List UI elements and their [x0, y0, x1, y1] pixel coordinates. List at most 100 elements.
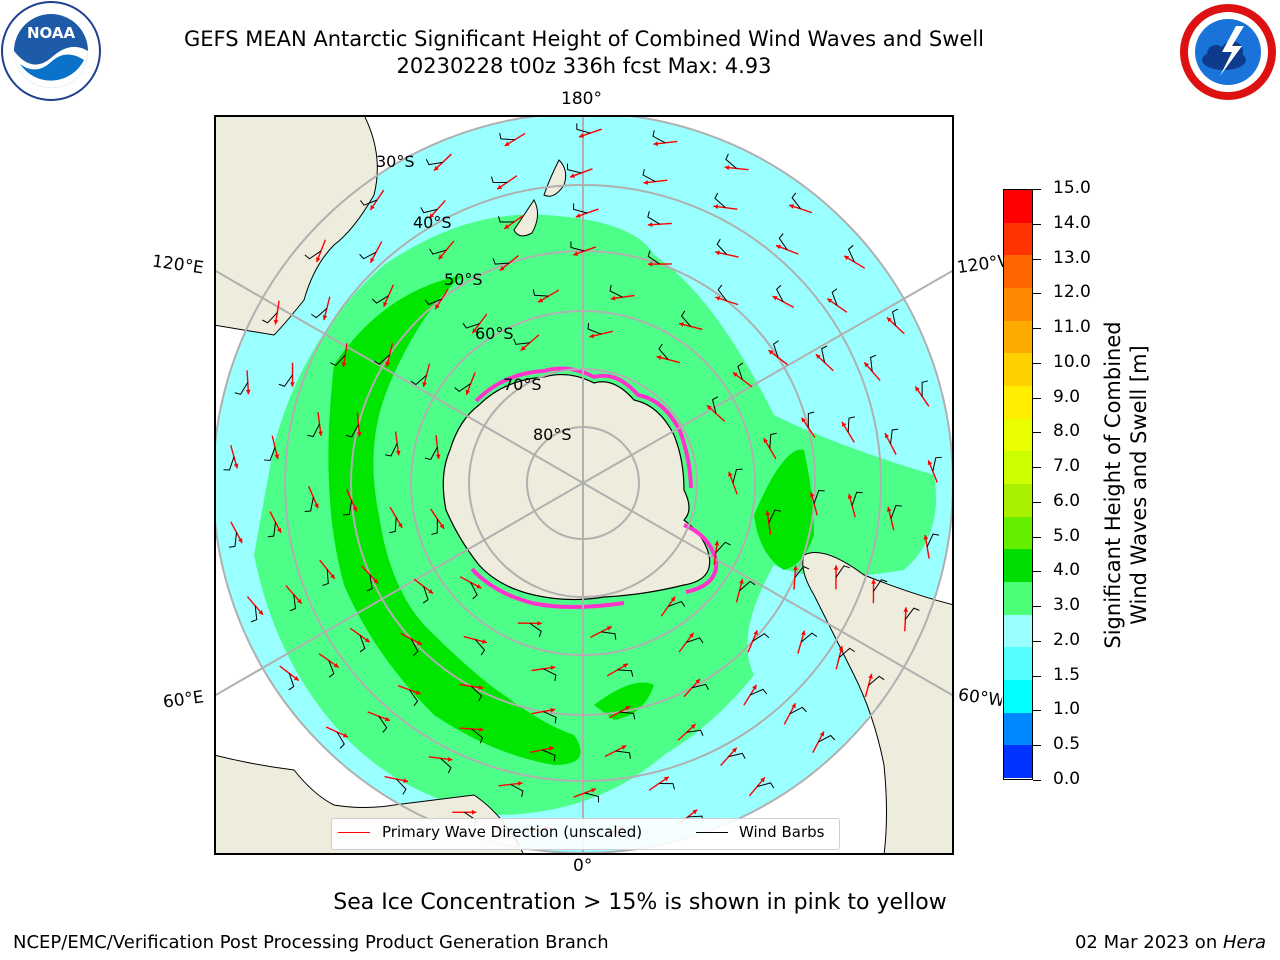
- wind-barb: [498, 216, 515, 223]
- wind-barb: [424, 298, 442, 306]
- wind-barb: [541, 749, 556, 762]
- wave-arrow-head: [847, 493, 853, 499]
- wind-barb: [732, 468, 743, 484]
- wind-barb: [422, 586, 429, 604]
- footer-date-text: 02 Mar 2023 on: [1074, 932, 1223, 953]
- wave-arrow-head: [429, 213, 435, 219]
- wave-arrow-head: [731, 747, 737, 753]
- colorbar-tick: [1033, 223, 1041, 225]
- wave-arrow-head: [465, 389, 471, 395]
- wind-barb: [668, 600, 686, 607]
- wind-barb: [609, 284, 623, 298]
- wave-arrow-head: [915, 386, 920, 392]
- wind-barb: [715, 541, 731, 554]
- wave-arrow-head: [471, 809, 477, 815]
- colorbar-segment: [1004, 353, 1032, 386]
- wind-barb: [470, 685, 483, 702]
- wind-barb: [658, 783, 676, 790]
- wave-arrow-head: [428, 589, 434, 594]
- colorbar-segment: [1004, 712, 1032, 746]
- wave-arrow-head: [478, 685, 484, 690]
- lat-label-50s: 50°S: [444, 270, 483, 289]
- wave-arrow-head: [819, 731, 825, 737]
- lon-label-60e: 60°E: [161, 687, 206, 713]
- colorbar-tick: [1033, 745, 1041, 747]
- wind-barb: [307, 423, 320, 438]
- wave-arrow-head: [706, 405, 712, 410]
- wind-barb: [728, 752, 746, 759]
- legend-wave-direction-label: Primary Wave Direction (unscaled): [382, 823, 643, 841]
- chart-title: GEFS MEAN Antarctic Significant Height o…: [183, 27, 985, 51]
- wind-barb: [921, 380, 929, 397]
- wind-barb: [868, 675, 885, 686]
- wave-arrow-head: [714, 540, 720, 546]
- wave-arrow-head: [791, 703, 796, 709]
- colorbar-segment: [1004, 647, 1032, 680]
- wind-barb: [658, 343, 669, 360]
- colorbar-tick-label: 0.5: [1053, 734, 1081, 755]
- colorbar-tick-label: 12.0: [1053, 282, 1091, 303]
- colorbar-tick: [1033, 432, 1041, 434]
- wind-barb: [470, 582, 478, 600]
- wind-barb: [652, 130, 666, 144]
- lat-label-60s: 60°S: [475, 324, 514, 343]
- colorbar-tick-label: 7.0: [1053, 456, 1081, 477]
- colorbar-tick-label: 1.5: [1053, 664, 1081, 685]
- colorbar-tick-label: 1.0: [1053, 699, 1081, 720]
- wave-arrow-head: [886, 317, 892, 323]
- wind-barb: [932, 456, 942, 472]
- wave-arrow-head: [364, 637, 370, 643]
- wave-arrow-head: [760, 777, 765, 783]
- wave-arrow-head: [290, 382, 295, 387]
- wind-barb: [440, 757, 452, 774]
- wind-barb: [304, 250, 322, 260]
- wind-barb: [228, 532, 238, 548]
- wave-arrow-head: [370, 257, 375, 263]
- wave-arrow-head: [538, 297, 544, 303]
- wind-barb: [289, 594, 296, 612]
- wave-arrow-head: [689, 632, 694, 638]
- colorbar-tick: [1033, 467, 1041, 469]
- wind-barb: [395, 778, 407, 795]
- chart-subtitle-run: 20230228 t00z 336h fcst Max: 4.93: [396, 54, 772, 78]
- wind-barb: [513, 338, 530, 345]
- wind-barb: [851, 491, 863, 506]
- lon-label-60w: 60°W: [956, 685, 1004, 711]
- wave-arrow-head: [647, 222, 653, 228]
- colorbar-segment: [1004, 190, 1032, 223]
- wave-arrow-head: [653, 141, 659, 147]
- wave-arrow-head: [663, 776, 669, 782]
- wind-barb: [835, 565, 850, 578]
- wave-arrow-head: [739, 579, 744, 584]
- lon-label-0: 0°: [573, 856, 593, 876]
- wind-barb: [757, 782, 775, 789]
- colorbar-tick: [1033, 397, 1041, 399]
- nws-logo: [1180, 4, 1276, 100]
- colorbar-tick-label: 11.0: [1053, 317, 1091, 338]
- lon-label-180: 180°: [561, 89, 602, 109]
- wave-arrow-head: [550, 707, 556, 713]
- wave-arrow-head: [383, 301, 388, 307]
- wind-barb: [847, 416, 855, 433]
- wave-arrow-head: [373, 578, 379, 584]
- wave-arrow-head: [439, 523, 445, 529]
- wave-arrow-head: [342, 733, 348, 738]
- wind-barb: [647, 211, 661, 225]
- colorbar-segment: [1004, 451, 1032, 484]
- lat-label-70s: 70°S: [503, 375, 542, 394]
- wind-barb: [890, 428, 899, 444]
- wind-barb: [366, 574, 373, 592]
- legend-wave-direction-line: [338, 832, 370, 833]
- wave-arrow-head: [316, 257, 321, 263]
- wind-barb: [410, 638, 419, 656]
- colorbar-tick-label: 14.0: [1053, 212, 1091, 233]
- wave-arrow-head: [715, 250, 720, 256]
- wave-arrow-head: [472, 328, 477, 334]
- colorbar-segment: [1004, 581, 1032, 615]
- wave-arrow-head: [385, 716, 390, 722]
- wind-barb: [573, 203, 588, 214]
- wind-barb: [529, 622, 542, 638]
- wind-barb: [371, 295, 389, 304]
- wave-arrow-head: [647, 261, 653, 267]
- wave-arrow-head: [591, 788, 597, 793]
